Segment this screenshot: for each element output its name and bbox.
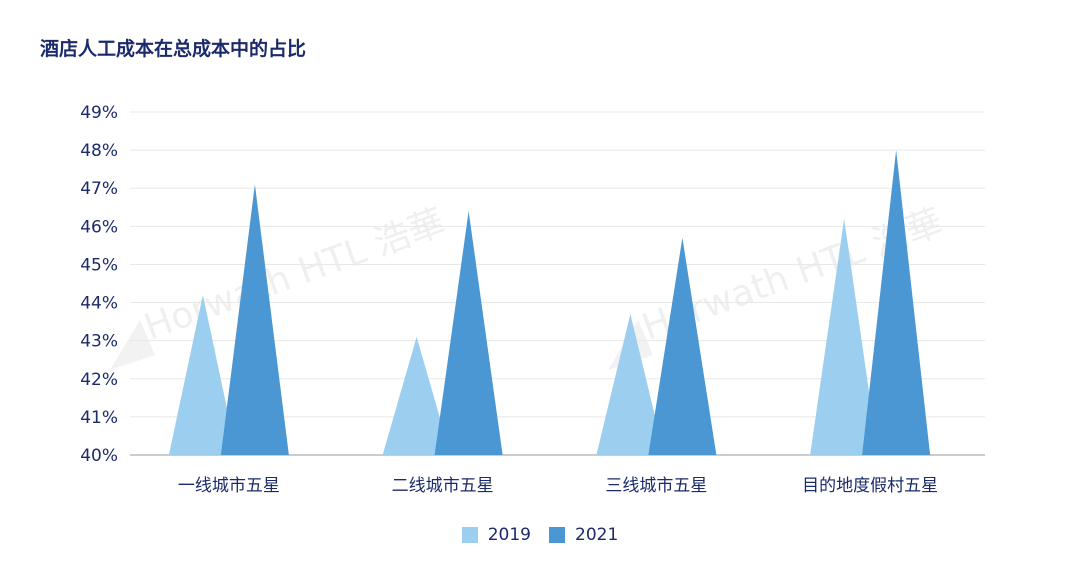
y-tick-label: 48% [80,141,118,161]
y-tick-label: 44% [80,294,118,314]
x-category-label: 目的地度假村五星 [802,476,938,496]
bar-2021-0 [220,184,289,455]
y-tick-label: 47% [80,179,118,199]
y-tick-label: 41% [80,408,118,428]
legend-swatch-2019 [461,527,478,543]
y-tick-label: 46% [80,217,118,237]
x-category-label: 三线城市五星 [605,476,707,496]
legend-label-2019: 2019 [487,525,531,545]
legend: 2019 2021 [0,525,1080,545]
bar-2021-1 [434,211,503,455]
bar-2019-1 [382,336,451,455]
y-tick-label: 45% [80,255,118,275]
bar-2021-3 [862,150,931,455]
y-tick-label: 43% [80,332,118,352]
x-category-label: 二线城市五星 [392,476,494,496]
y-tick-label: 42% [80,370,118,390]
legend-item-2021: 2021 [549,525,618,545]
y-tick-label: 40% [80,446,118,466]
y-tick-label: 49% [80,103,118,123]
chart-canvas: Horwath HTL 浩華 Horwath HTL 浩華40%41%42%43%… [80,103,985,496]
bar-2021-2 [648,237,717,455]
chart-title: 酒店人工成本在总成本中的占比 [40,38,307,60]
bar-2019-3 [810,218,879,455]
legend-item-2019: 2019 [461,525,531,545]
x-category-label: 一线城市五星 [178,476,280,496]
watermark-text: Horwath HTL 浩華 [139,202,450,349]
bar-2019-2 [596,313,665,455]
watermark-logo-icon [110,320,155,370]
legend-swatch-2021 [549,527,565,543]
bar-2019-0 [168,294,237,455]
legend-label-2021: 2021 [575,525,619,545]
